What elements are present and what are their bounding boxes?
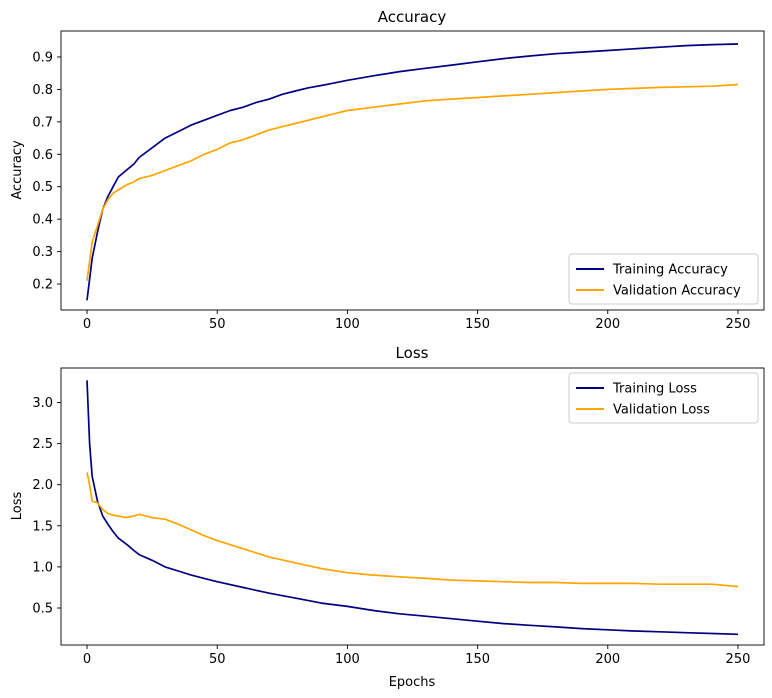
y-tick-label: 0.5 bbox=[32, 180, 53, 195]
legend: Training Accuracy Validation Accuracy bbox=[568, 253, 759, 305]
legend-label: Training Accuracy bbox=[612, 263, 728, 278]
y-tick-label: 0.4 bbox=[32, 213, 53, 228]
y-tick-label: 2.0 bbox=[32, 478, 53, 493]
x-tick-label: 50 bbox=[209, 652, 226, 667]
x-tick-label: 50 bbox=[209, 317, 226, 332]
x-tick-label: 0 bbox=[83, 317, 91, 332]
y-tick-label: 3.0 bbox=[32, 396, 53, 411]
legend-label: Validation Loss bbox=[613, 403, 710, 418]
x-tick-label: 100 bbox=[335, 652, 360, 667]
x-axis-label: Epochs bbox=[389, 675, 436, 690]
y-axis-label: Loss bbox=[10, 492, 25, 521]
legend-label: Training Loss bbox=[612, 382, 697, 397]
legend: Training Loss Validation Loss bbox=[568, 372, 759, 424]
plot-frame bbox=[60, 30, 765, 311]
accuracy-chart: Accuracy Accuracy 0 50 100 150 200 250 0.2 0.3 0… bbox=[10, 8, 765, 332]
series-line-training bbox=[86, 380, 739, 636]
x-tick-label: 0 bbox=[83, 652, 91, 667]
x-tick-label: 250 bbox=[726, 317, 751, 332]
legend-label: Validation Accuracy bbox=[613, 284, 741, 299]
y-tick-label: 0.9 bbox=[32, 50, 53, 65]
legend-box bbox=[568, 253, 759, 305]
x-tick-label: 200 bbox=[595, 317, 620, 332]
y-tick-label: 0.3 bbox=[32, 245, 53, 260]
y-tick-label: 2.5 bbox=[32, 437, 53, 452]
plot-frame bbox=[60, 367, 765, 646]
y-tick-label: 0.2 bbox=[32, 278, 53, 293]
y-tick-label: 1.0 bbox=[32, 560, 53, 575]
x-tick-label: 150 bbox=[465, 652, 490, 667]
x-tick-label: 150 bbox=[465, 317, 490, 332]
series-line-validation bbox=[86, 83, 739, 281]
y-tick-label: 1.5 bbox=[32, 519, 53, 534]
y-tick-label: 0.5 bbox=[32, 602, 53, 617]
chart-title: Loss bbox=[396, 344, 429, 362]
x-tick-label: 100 bbox=[335, 317, 360, 332]
loss-chart: Loss Loss Epochs 0 50 100 150 200 250 0.5 1.0 1.… bbox=[10, 344, 765, 690]
y-tick-label: 0.8 bbox=[32, 83, 53, 98]
series-line-validation bbox=[86, 472, 739, 588]
y-axis-label: Accuracy bbox=[10, 140, 25, 200]
y-tick-label: 0.7 bbox=[32, 115, 53, 130]
x-tick-label: 200 bbox=[595, 652, 620, 667]
chart-title: Accuracy bbox=[378, 8, 447, 26]
y-tick-label: 0.6 bbox=[32, 148, 53, 163]
series-line-training bbox=[86, 43, 739, 301]
x-tick-label: 250 bbox=[726, 652, 751, 667]
legend-box bbox=[568, 372, 759, 424]
